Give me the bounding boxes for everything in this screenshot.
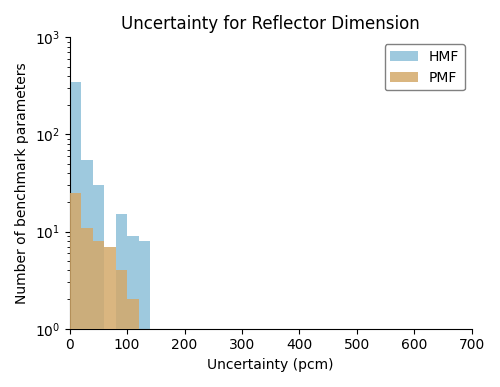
X-axis label: Uncertainty (pcm): Uncertainty (pcm) <box>208 358 334 372</box>
Bar <box>81 160 92 387</box>
Bar <box>138 241 150 387</box>
Bar <box>242 329 254 387</box>
Bar <box>162 329 173 387</box>
Bar <box>208 329 219 387</box>
Bar <box>116 214 127 387</box>
Bar <box>127 300 138 387</box>
Bar <box>116 270 127 387</box>
Title: Uncertainty for Reflector Dimension: Uncertainty for Reflector Dimension <box>122 15 420 33</box>
Bar <box>81 228 92 387</box>
Legend: HMF, PMF: HMF, PMF <box>384 44 465 90</box>
Bar <box>92 185 104 387</box>
Bar <box>70 82 81 387</box>
Bar <box>70 193 81 387</box>
Bar <box>184 329 196 387</box>
Bar <box>92 241 104 387</box>
Bar <box>127 236 138 387</box>
Bar <box>104 247 116 387</box>
Y-axis label: Number of benchmark parameters: Number of benchmark parameters <box>15 62 29 304</box>
